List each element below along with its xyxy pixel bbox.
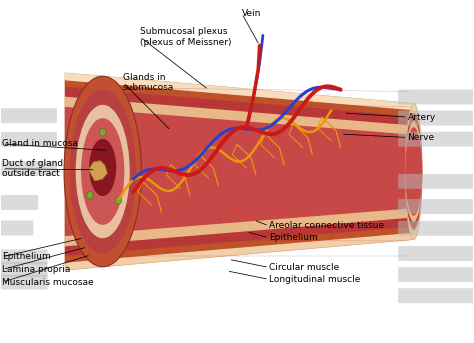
- Polygon shape: [65, 97, 414, 246]
- Text: Artery: Artery: [408, 113, 436, 121]
- Text: Areolar connective tissue: Areolar connective tissue: [269, 222, 384, 230]
- Text: Duct of gland
outside tract: Duct of gland outside tract: [2, 159, 64, 178]
- Polygon shape: [65, 80, 414, 263]
- FancyBboxPatch shape: [0, 195, 38, 210]
- Polygon shape: [65, 73, 414, 115]
- Ellipse shape: [115, 197, 121, 204]
- FancyBboxPatch shape: [0, 275, 47, 289]
- Text: Gland in mucosa: Gland in mucosa: [2, 140, 78, 149]
- Ellipse shape: [405, 116, 422, 227]
- FancyBboxPatch shape: [398, 132, 474, 147]
- FancyBboxPatch shape: [398, 110, 474, 126]
- Ellipse shape: [89, 139, 116, 196]
- FancyBboxPatch shape: [0, 161, 57, 176]
- FancyBboxPatch shape: [398, 246, 474, 261]
- Text: Lamina propria: Lamina propria: [2, 265, 71, 274]
- Text: Longitudinal muscle: Longitudinal muscle: [269, 275, 360, 284]
- FancyBboxPatch shape: [0, 249, 47, 264]
- Polygon shape: [65, 107, 414, 236]
- Text: Epithelium: Epithelium: [269, 233, 318, 243]
- FancyBboxPatch shape: [398, 90, 474, 105]
- Ellipse shape: [70, 90, 136, 253]
- FancyBboxPatch shape: [0, 221, 34, 235]
- Text: Vein: Vein: [242, 9, 261, 18]
- Ellipse shape: [405, 121, 422, 222]
- Text: Submucosal plexus
(plexus of Meissner): Submucosal plexus (plexus of Meissner): [140, 27, 232, 47]
- FancyBboxPatch shape: [0, 262, 47, 277]
- FancyBboxPatch shape: [398, 267, 474, 282]
- Ellipse shape: [405, 113, 422, 230]
- FancyBboxPatch shape: [0, 132, 57, 147]
- FancyBboxPatch shape: [398, 174, 474, 189]
- FancyBboxPatch shape: [398, 288, 474, 303]
- Ellipse shape: [81, 118, 124, 225]
- Text: Circular muscle: Circular muscle: [269, 263, 339, 272]
- Text: Epithelium: Epithelium: [2, 252, 51, 261]
- Polygon shape: [89, 161, 108, 181]
- Text: Glands in
submucosa: Glands in submucosa: [123, 73, 174, 92]
- Polygon shape: [65, 73, 414, 270]
- FancyBboxPatch shape: [398, 221, 474, 236]
- FancyBboxPatch shape: [0, 108, 57, 123]
- Text: Muscularis mucosae: Muscularis mucosae: [2, 277, 94, 286]
- FancyBboxPatch shape: [398, 199, 474, 214]
- Ellipse shape: [76, 105, 130, 238]
- Ellipse shape: [405, 127, 422, 216]
- Ellipse shape: [64, 76, 141, 267]
- Ellipse shape: [87, 192, 93, 199]
- Ellipse shape: [405, 104, 422, 239]
- Ellipse shape: [100, 129, 106, 136]
- Text: Nerve: Nerve: [408, 133, 435, 142]
- Polygon shape: [65, 87, 414, 256]
